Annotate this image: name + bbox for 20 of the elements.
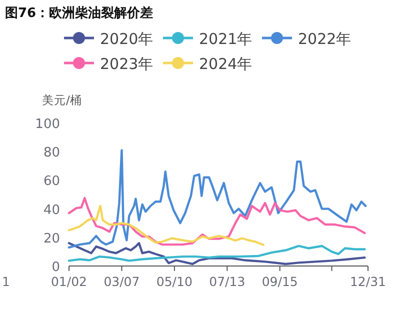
x-tick-label: 07/13: [209, 274, 246, 289]
legend-label: 2020年: [100, 30, 154, 48]
y-tick-label: 60: [43, 174, 60, 190]
chart-title: 图76：欧洲柴油裂解价差: [5, 5, 154, 21]
legend-label: 2023年: [100, 55, 154, 73]
x-tick-label: 01/02: [50, 274, 88, 289]
y-axis-title: 美元/桶: [42, 93, 82, 107]
x-tick-label: 12/31: [350, 274, 386, 289]
legend-label: 2024年: [199, 55, 252, 73]
x-tick-label: 09/15: [262, 274, 298, 289]
y-tick-label: 40: [43, 202, 60, 218]
x-tick-label: 05/10: [156, 274, 192, 289]
y-tick-label: 0: [52, 260, 60, 275]
x-tick-label: 03/07: [104, 274, 140, 289]
y-tick-label: 100: [35, 117, 60, 132]
text: 1: [2, 274, 10, 289]
y-tick-label: 80: [43, 146, 60, 161]
legend-label: 2022年: [298, 30, 352, 48]
legend-label: 2021年: [199, 30, 252, 48]
y-tick-label: 20: [43, 231, 60, 246]
